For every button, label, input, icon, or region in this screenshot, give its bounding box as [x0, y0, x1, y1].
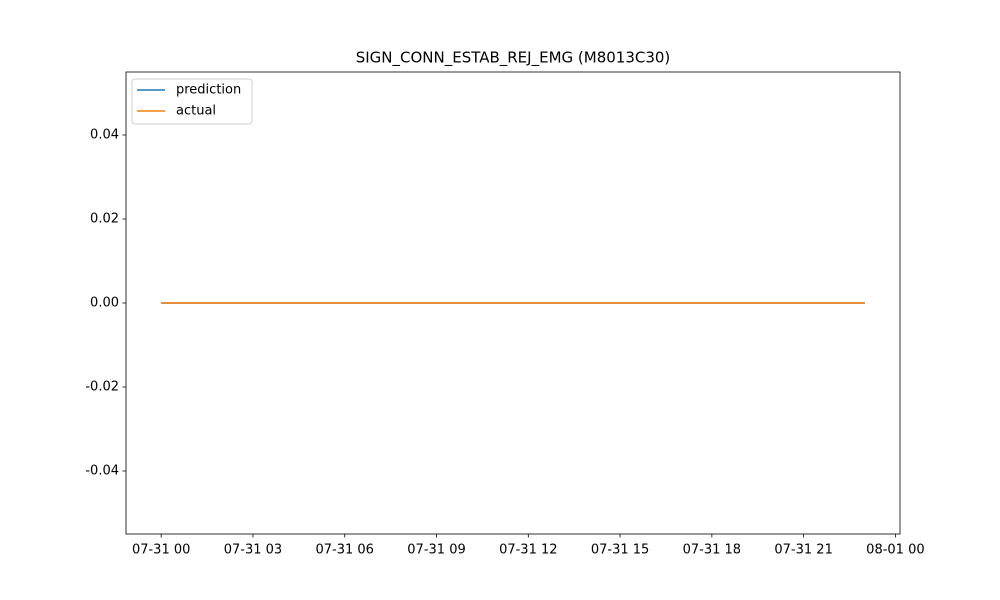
x-tick-label: 07-31 12 [499, 543, 557, 558]
x-tick-label: 07-31 18 [683, 543, 741, 558]
y-tick-label: 0.04 [90, 128, 119, 143]
x-tick-label: 07-31 09 [407, 543, 465, 558]
x-tick-label: 07-31 21 [774, 543, 832, 558]
y-tick-label: 0.00 [90, 296, 119, 311]
chart-title: SIGN_CONN_ESTAB_REJ_EMG (M8013C30) [356, 49, 671, 68]
y-tick-label: -0.04 [85, 464, 119, 479]
x-tick-label: 08-01 00 [866, 543, 924, 558]
y-tick-label: 0.02 [90, 212, 119, 227]
x-tick-label: 07-31 06 [316, 543, 374, 558]
plot-frame [125, 71, 901, 535]
legend-label: actual [176, 104, 216, 119]
legend-label: prediction [176, 83, 241, 98]
y-tick-label: -0.02 [85, 380, 119, 395]
x-tick-label: 07-31 00 [132, 543, 190, 558]
x-tick-label: 07-31 03 [224, 543, 282, 558]
x-tick-label: 07-31 15 [591, 543, 649, 558]
